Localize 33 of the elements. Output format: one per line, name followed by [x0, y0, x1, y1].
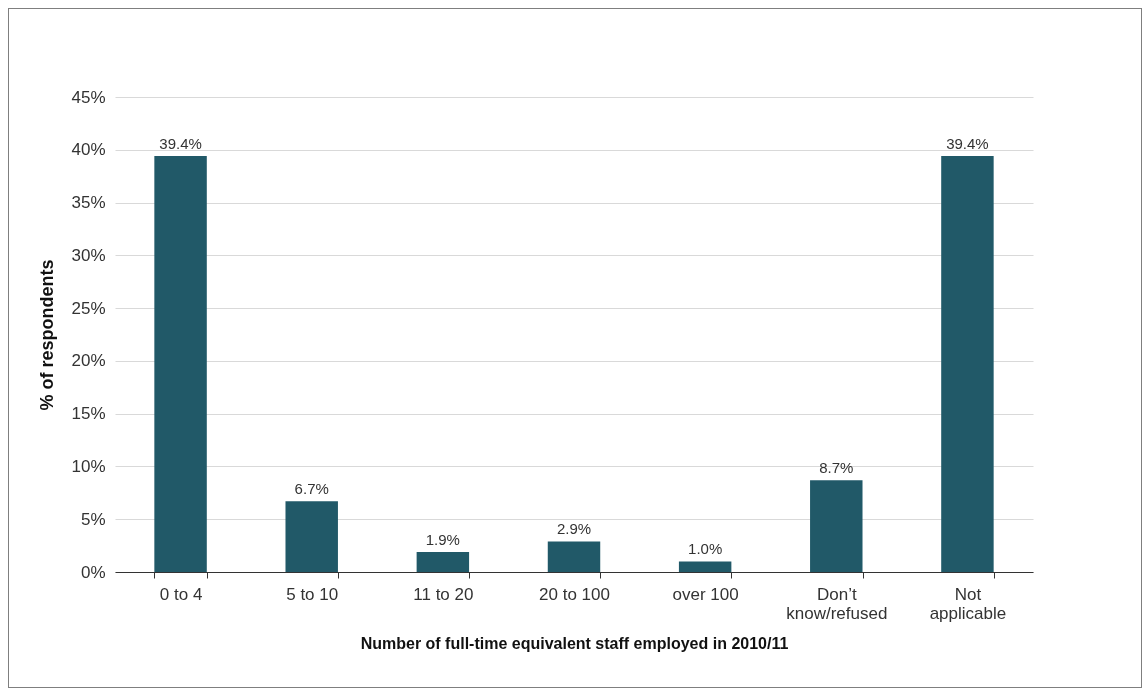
data-label: 8.7% [819, 459, 854, 477]
y-tick-label: 35% [71, 193, 106, 213]
y-tick-label: 45% [71, 87, 106, 107]
x-tick-label: over 100 [672, 584, 739, 604]
x-axis-title: Number of full-time equivalent staff employed in 2010/11 [360, 634, 789, 652]
y-axis-title: % of respondents [37, 259, 58, 411]
data-label: 2.9% [556, 520, 592, 538]
x-tick-label: Not applicable [929, 584, 1007, 623]
bar [810, 480, 863, 572]
data-label: 1.9% [425, 530, 460, 548]
bar [285, 501, 338, 572]
bar [416, 551, 470, 572]
x-tick-label: 5 to 10 [286, 584, 339, 604]
data-label: 1.0% [688, 540, 723, 558]
data-label: 39.4% [159, 135, 202, 153]
y-tick-label: 5% [80, 509, 106, 529]
bar [678, 561, 732, 572]
y-tick-label: 15% [71, 404, 106, 424]
y-tick-label: 30% [71, 245, 106, 265]
bar [941, 156, 994, 572]
y-tick-label: 10% [71, 456, 106, 476]
y-tick-label: 40% [71, 140, 106, 160]
data-label: 6.7% [294, 480, 329, 498]
x-tick-label: Don’t know/refused [786, 584, 888, 623]
bar [547, 541, 601, 572]
x-tick-label: 0 to 4 [159, 584, 203, 604]
data-label: 39.4% [946, 135, 989, 153]
bar [154, 156, 207, 572]
y-tick-label: 20% [71, 351, 106, 371]
x-tick-label: 11 to 20 [413, 584, 474, 604]
x-tick-label: 20 to 100 [539, 584, 610, 604]
y-tick-label: 25% [71, 298, 106, 318]
y-tick-label: 0% [80, 562, 106, 582]
